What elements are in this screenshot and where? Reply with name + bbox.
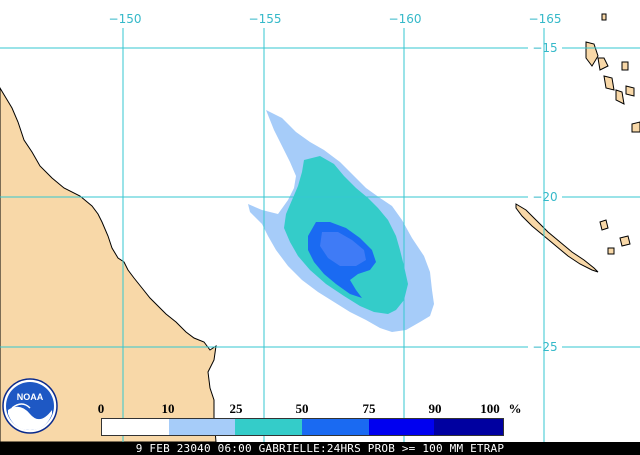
longitude-label: −160 (389, 12, 422, 26)
legend-swatch (368, 419, 435, 435)
vanuatu-island (615, 89, 625, 105)
legend-swatch (235, 419, 303, 435)
vanuatu-island (603, 75, 615, 91)
legend-tick: 50 (295, 401, 309, 416)
svg-text:NOAA: NOAA (17, 392, 44, 402)
map-caption: 9 FEB 23040 06:00 GABRIELLE:24HRS PROB >… (0, 442, 640, 455)
legend-tick: 90 (428, 401, 442, 416)
longitude-label: −155 (249, 12, 282, 26)
vanuatu-island (621, 61, 629, 71)
legend-unit: % (508, 401, 522, 416)
legend-swatch (168, 419, 236, 435)
latitude-label: −20 (532, 190, 557, 204)
lat-lon-grid (0, 28, 640, 442)
longitude-label: −150 (109, 12, 142, 26)
longitude-label: −165 (529, 12, 562, 26)
legend-colorbar (101, 418, 504, 436)
vanuatu-island (631, 121, 640, 133)
legend-tick: 100 (480, 401, 500, 416)
vanuatu-island (597, 57, 609, 71)
loyalty-island (619, 235, 631, 247)
australia-landmass (0, 87, 217, 443)
legend-tick: 10 (161, 401, 175, 416)
vanuatu-island (625, 85, 635, 97)
noaa-logo: NOAA (2, 378, 58, 434)
legend-tick: 75 (362, 401, 376, 416)
vanuatu-island (601, 13, 607, 21)
loyalty-island (599, 219, 609, 231)
loyalty-island (607, 247, 615, 255)
legend-swatch (434, 419, 504, 435)
legend-swatch (102, 419, 169, 435)
legend-tick: 0 (97, 401, 105, 416)
latitude-label: −25 (532, 340, 557, 354)
legend-tick: 25 (229, 401, 243, 416)
legend-swatch (302, 419, 369, 435)
prob-band-75-90 (320, 232, 366, 266)
new-caledonia-island (515, 203, 599, 273)
latitude-label: −15 (532, 41, 557, 55)
